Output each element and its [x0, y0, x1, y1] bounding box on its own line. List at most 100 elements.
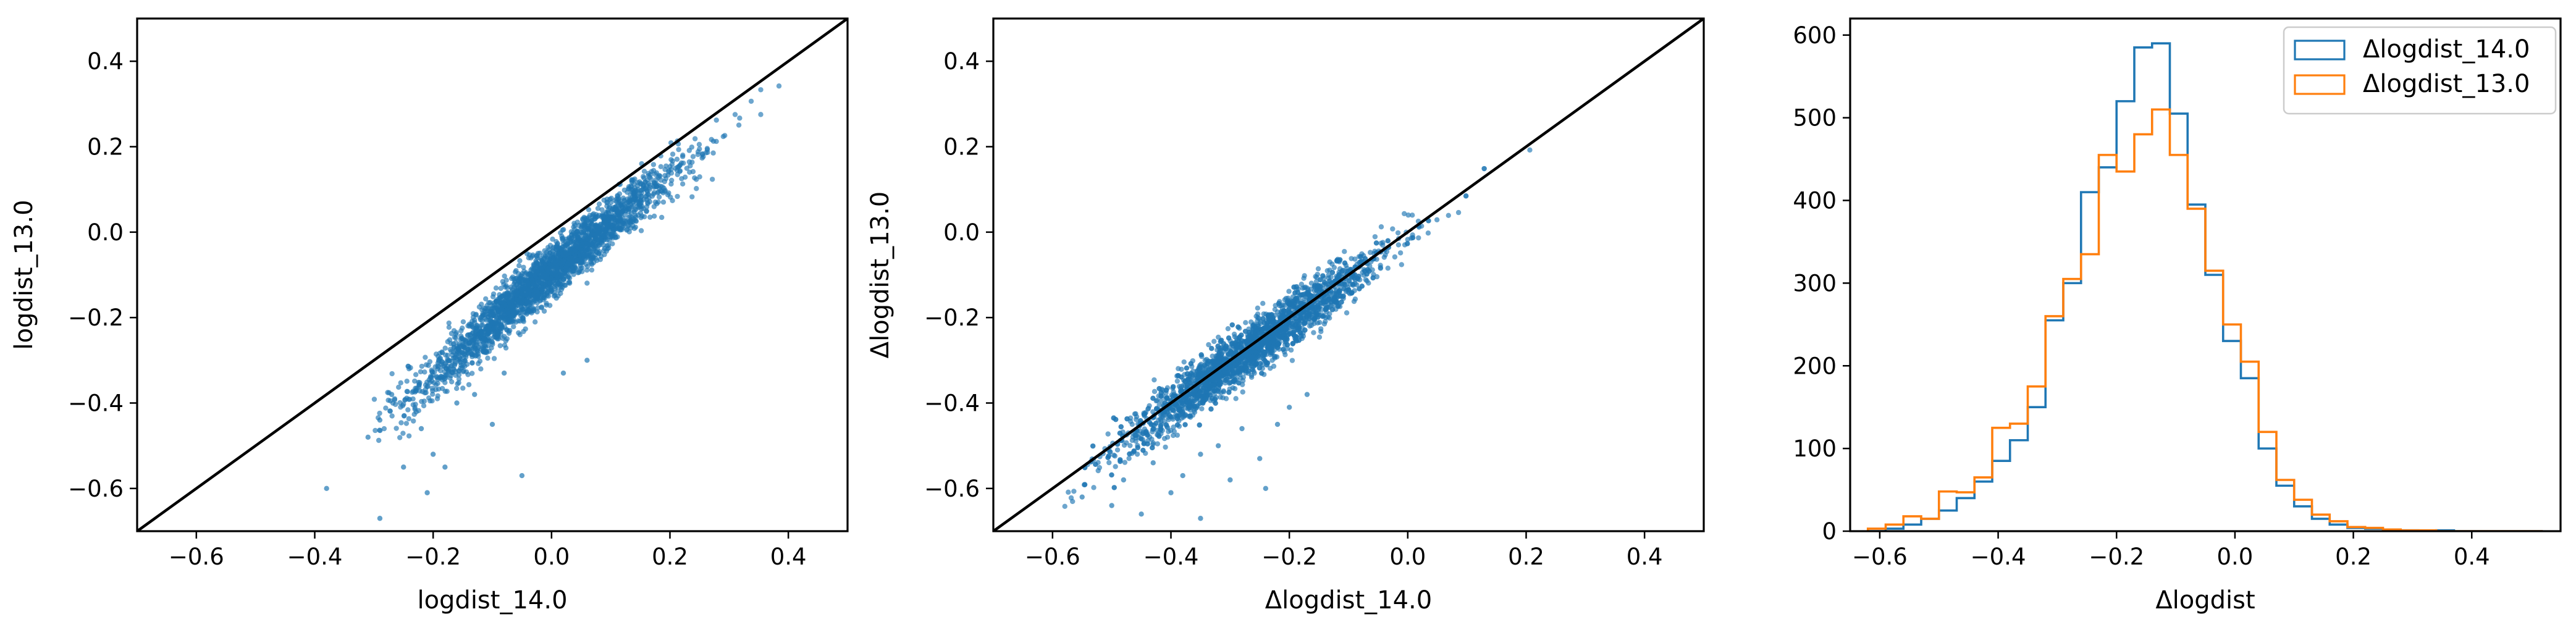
- scatter-point: [614, 222, 620, 229]
- y-tick-label: 0.2: [87, 134, 124, 161]
- scatter-point: [736, 122, 742, 128]
- scatter-point: [476, 304, 482, 310]
- scatter-point: [1211, 338, 1217, 344]
- scatter-point: [451, 367, 457, 372]
- scatter-point: [515, 318, 521, 324]
- scatter-point: [604, 200, 610, 206]
- scatter-point: [435, 363, 440, 369]
- scatter-point: [423, 362, 429, 368]
- scatter-point: [603, 220, 608, 225]
- scatter-point: [618, 211, 624, 217]
- scatter-point: [662, 173, 668, 178]
- scatter-point: [377, 427, 382, 433]
- scatter-point: [1151, 388, 1158, 395]
- scatter-point: [462, 345, 468, 351]
- scatter-point: [1126, 456, 1132, 461]
- scatter-point: [498, 285, 503, 292]
- scatter-point: [418, 369, 424, 375]
- scatter-point: [510, 309, 516, 315]
- x-axis-label: logdist_14.0: [417, 586, 567, 615]
- scatter-point: [1284, 342, 1290, 348]
- scatter-point: [650, 191, 657, 197]
- scatter-point: [456, 380, 461, 385]
- scatter-point: [1093, 461, 1098, 467]
- scatter-point: [692, 175, 697, 181]
- scatter-point: [1155, 432, 1161, 438]
- scatter-point: [521, 309, 527, 315]
- scatter-point: [383, 405, 389, 411]
- scatter-point: [469, 346, 474, 352]
- scatter-point: [644, 204, 650, 209]
- scatter-point: [469, 360, 475, 366]
- scatter-point: [1255, 317, 1260, 324]
- scatter-point: [589, 230, 595, 236]
- scatter-point: [697, 174, 702, 180]
- scatter-point: [654, 170, 660, 176]
- scatter-point: [534, 269, 540, 274]
- scatter-point: [502, 273, 507, 279]
- scatter-point: [1293, 316, 1299, 322]
- scatter-point: [542, 255, 548, 261]
- scatter-point: [480, 345, 486, 351]
- y-tick-label: −0.6: [68, 476, 124, 502]
- scatter-point: [433, 382, 439, 388]
- scatter-point: [581, 232, 587, 237]
- scatter-point: [508, 275, 515, 282]
- scatter-point: [486, 335, 492, 341]
- scatter-point: [1416, 235, 1421, 241]
- scatter-point: [555, 288, 561, 293]
- scatter-point: [1313, 279, 1320, 284]
- scatter-point: [404, 378, 410, 384]
- scatter-point: [572, 248, 578, 254]
- scatter-point: [547, 280, 553, 286]
- scatter-point: [583, 261, 589, 267]
- scatter-point: [674, 156, 680, 162]
- scatter-point: [668, 181, 674, 187]
- scatter-point: [396, 384, 402, 390]
- scatter-point: [649, 169, 654, 174]
- scatter-point: [389, 371, 395, 377]
- scatter-point: [650, 162, 657, 167]
- scatter-point: [520, 271, 525, 277]
- scatter-point: [473, 329, 478, 334]
- scatter-point: [1132, 411, 1138, 417]
- scatter-point: [381, 426, 387, 432]
- scatter-point: [1380, 240, 1386, 245]
- scatter-point: [689, 194, 695, 200]
- scatter-point: [1121, 442, 1127, 448]
- scatter-point: [519, 472, 525, 479]
- scatter-points: [324, 83, 782, 521]
- scatter-point: [410, 402, 416, 408]
- scatter-point: [1174, 422, 1181, 428]
- scatter-point: [1238, 375, 1244, 381]
- scatter-point: [1337, 257, 1343, 262]
- scatter-point: [512, 269, 518, 275]
- scatter-point: [377, 516, 383, 521]
- scatter-point: [546, 247, 552, 253]
- scatter-point: [758, 87, 764, 93]
- scatter-point: [403, 421, 410, 426]
- y-tick-label: −0.4: [68, 390, 124, 417]
- scatter-point: [1399, 262, 1405, 267]
- scatter-point: [1289, 358, 1295, 363]
- scatter-point: [541, 308, 547, 314]
- scatter-point: [758, 112, 764, 117]
- scatter-point: [1401, 211, 1407, 217]
- scatter-point: [456, 372, 462, 378]
- scatter-point: [1154, 406, 1160, 412]
- scatter-point: [1527, 147, 1533, 153]
- scatter-point: [1171, 424, 1176, 430]
- scatter-point: [406, 366, 412, 372]
- scatter-point: [1328, 303, 1334, 309]
- scatter-point: [1117, 430, 1123, 436]
- scatter-point: [1179, 366, 1184, 372]
- scatter-point: [1071, 489, 1077, 494]
- scatter-point: [539, 269, 544, 274]
- scatter-point: [1390, 226, 1395, 232]
- scatter-point: [1203, 356, 1210, 363]
- scatter-point: [439, 385, 445, 392]
- scatter-point: [1135, 445, 1141, 450]
- scatter-point: [608, 200, 614, 205]
- scatter-point: [469, 351, 474, 357]
- scatter-point: [535, 251, 541, 256]
